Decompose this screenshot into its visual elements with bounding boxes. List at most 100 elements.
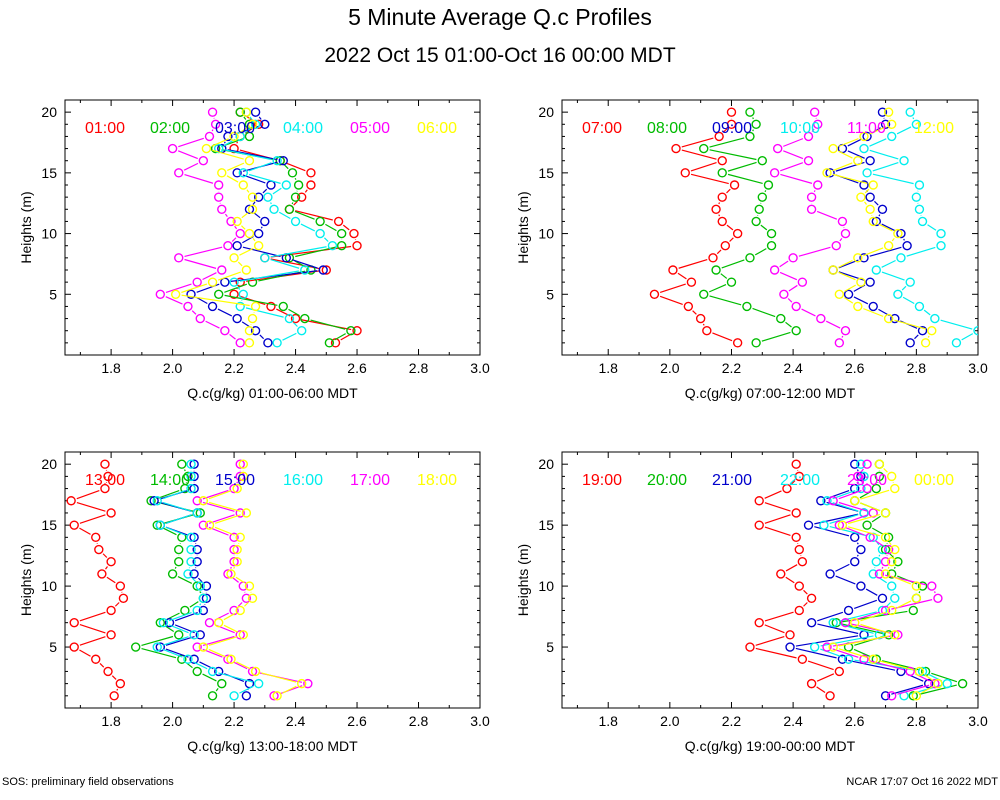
series-line-segment <box>270 245 352 258</box>
series-line-segment <box>183 162 199 171</box>
series-line-segment <box>785 576 795 584</box>
series-line-segment <box>860 502 881 512</box>
series-line-segment <box>239 247 254 256</box>
series-line-segment <box>881 566 884 569</box>
data-point-marker <box>871 557 882 567</box>
data-point-marker <box>868 654 878 664</box>
data-point-marker <box>785 630 795 640</box>
series-line-segment <box>927 335 930 338</box>
data-point-marker <box>809 107 820 117</box>
series-line-segment <box>270 202 272 205</box>
data-point-marker <box>229 544 239 555</box>
series-line-segment <box>891 684 924 695</box>
series-line-segment <box>783 138 804 147</box>
series-line-segment <box>829 514 859 524</box>
series-line-segment <box>325 223 337 232</box>
data-point-marker <box>297 326 307 336</box>
data-point-marker <box>917 666 928 677</box>
page-subtitle: 2022 Oct 15 01:00-Oct 16 00:00 MDT <box>324 44 676 67</box>
data-point-marker <box>779 289 789 299</box>
data-point-marker <box>195 581 205 591</box>
data-point-marker <box>306 168 316 178</box>
data-point-marker <box>757 156 767 166</box>
data-point-marker <box>235 107 245 117</box>
series-line-segment <box>278 211 291 220</box>
series-line-segment <box>896 126 912 135</box>
data-point-marker <box>275 156 285 166</box>
data-point-marker <box>238 289 248 299</box>
data-point-marker <box>797 557 808 567</box>
data-point-marker <box>853 253 863 263</box>
series-line-segment <box>890 575 912 585</box>
series-line-segment <box>258 116 262 120</box>
data-point-marker <box>192 605 202 616</box>
data-point-marker <box>198 520 209 530</box>
series-line-segment <box>262 188 268 194</box>
series-line-segment <box>838 501 868 512</box>
data-point-marker <box>336 241 347 251</box>
series-line-segment <box>183 469 186 472</box>
x-tick-label: 2.0 <box>660 360 680 376</box>
series-line-segment <box>860 468 864 472</box>
data-point-marker <box>911 691 922 701</box>
data-point-marker <box>201 581 212 591</box>
data-point-marker <box>174 544 184 555</box>
data-point-marker <box>887 605 897 616</box>
series-line-segment <box>709 295 742 306</box>
data-point-marker <box>766 241 777 251</box>
data-point-marker <box>726 277 737 287</box>
data-point-marker <box>917 581 928 591</box>
data-point-marker <box>822 496 832 506</box>
legend-label: 06:00 <box>417 120 457 137</box>
data-point-marker <box>244 156 255 166</box>
series-line-segment <box>165 636 195 646</box>
data-point-marker <box>263 192 273 202</box>
data-point-marker <box>106 605 116 616</box>
data-point-marker <box>174 630 184 640</box>
data-point-marker <box>195 313 205 324</box>
series-line-segment <box>760 224 768 231</box>
data-point-marker <box>843 605 854 616</box>
data-point-marker <box>717 192 727 202</box>
series-line-segment <box>847 150 865 159</box>
series-line-segment <box>181 283 208 293</box>
data-point-marker <box>683 301 694 312</box>
data-point-marker <box>899 156 909 166</box>
x-tick-label: 1.8 <box>598 713 618 729</box>
series-line-segment <box>162 648 183 658</box>
data-point-marker <box>933 593 943 603</box>
x-tick-label: 2.0 <box>660 713 680 729</box>
series-line-segment <box>838 611 877 622</box>
series-line-segment <box>729 237 734 242</box>
data-point-marker <box>880 691 891 701</box>
data-point-marker <box>930 313 940 324</box>
data-point-marker <box>649 289 660 299</box>
data-point-marker <box>791 326 801 336</box>
data-point-marker <box>887 569 897 579</box>
data-point-marker <box>91 532 101 543</box>
series-line-segment <box>891 237 895 242</box>
data-point-marker <box>207 277 218 287</box>
series-line-segment <box>237 286 241 290</box>
series-line-segment <box>242 246 281 258</box>
data-point-marker <box>865 192 875 202</box>
data-point-marker <box>192 277 202 287</box>
series-line-segment <box>235 576 245 584</box>
series-line-segment <box>841 335 844 338</box>
data-point-marker <box>816 496 826 506</box>
data-point-marker <box>223 569 233 579</box>
series-line-segment <box>690 162 717 172</box>
data-point-marker <box>186 459 196 469</box>
data-point-marker <box>850 617 860 628</box>
data-point-marker <box>100 483 110 494</box>
series-line-segment <box>869 246 902 257</box>
series-line-segment <box>801 308 816 317</box>
series-line-segment <box>690 173 729 185</box>
data-point-marker <box>883 532 894 543</box>
series-line-segment <box>847 138 862 147</box>
legend-label: 04:00 <box>283 120 323 137</box>
data-point-marker <box>235 338 245 348</box>
series-line-segment <box>79 514 106 524</box>
x-tick-label: 2.8 <box>409 360 429 376</box>
series-line-segment <box>923 309 931 316</box>
